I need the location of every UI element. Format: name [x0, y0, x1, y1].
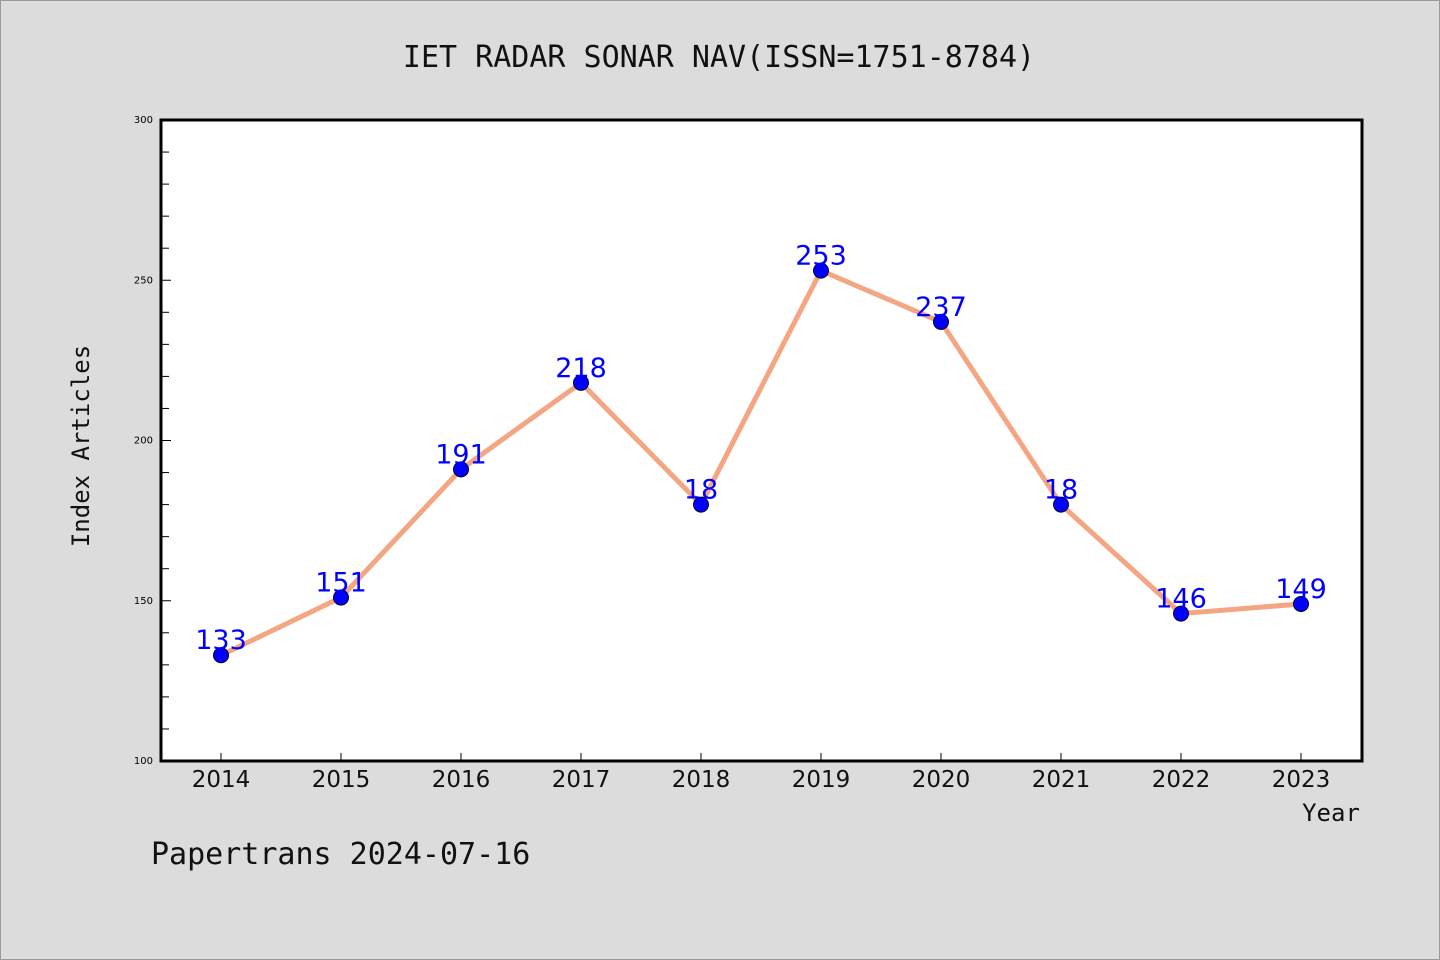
y-tick-label: 250	[134, 275, 153, 286]
y-tick-label: 150	[134, 596, 153, 607]
series-markers	[213, 262, 1309, 664]
data-point	[453, 461, 469, 478]
data-point	[1173, 605, 1189, 622]
data-point	[693, 496, 709, 513]
x-tick-label: 2015	[312, 767, 371, 793]
plot-area	[159, 118, 1364, 763]
data-label: 18	[684, 475, 718, 506]
x-tick-label: 2016	[432, 767, 491, 793]
data-point	[813, 262, 829, 279]
y-tick-label: 100	[134, 756, 153, 767]
data-point	[933, 313, 949, 330]
data-label: 237	[915, 292, 967, 323]
data-label: 191	[435, 439, 487, 470]
x-tick-label: 2020	[912, 767, 971, 793]
chart-title: IET RADAR SONAR NAV(ISSN=1751-8784)	[403, 40, 1035, 75]
data-label: 253	[795, 241, 847, 272]
x-axis: 2014 2015 2016 2017 2018 2019 2020 2021 2022 2023	[192, 753, 1331, 793]
footer-stamp: Papertrans 2024-07-16	[151, 837, 530, 872]
x-tick-label: 2023	[1272, 767, 1331, 793]
data-point	[213, 647, 229, 664]
data-point	[1293, 595, 1309, 612]
y-tick-label: 300	[134, 115, 153, 126]
x-tick-label: 2014	[192, 767, 251, 793]
data-point	[333, 589, 349, 606]
y-axis-label: Index Articles	[67, 345, 95, 547]
data-point	[1053, 496, 1069, 513]
x-tick-label: 2019	[792, 767, 851, 793]
series-line	[218, 268, 1304, 658]
data-label: 149	[1275, 574, 1327, 605]
data-labels: 133 151 191 218 18 253 237 18 146 149	[195, 241, 1327, 657]
y-tick-label: 200	[134, 436, 153, 447]
data-point	[573, 374, 589, 391]
x-tick-label: 2018	[672, 767, 731, 793]
y-axis: 100 150 200 250 300	[134, 115, 171, 767]
series-polyline	[218, 268, 1304, 658]
x-tick-label: 2021	[1032, 767, 1091, 793]
data-label: 151	[315, 568, 367, 599]
x-tick-label: 2022	[1152, 767, 1211, 793]
x-axis-label: Year	[1302, 799, 1360, 827]
data-label: 218	[555, 353, 607, 384]
data-label: 146	[1155, 584, 1207, 615]
x-tick-label: 2017	[552, 767, 611, 793]
data-label: 133	[195, 625, 247, 656]
data-label: 18	[1044, 475, 1078, 506]
